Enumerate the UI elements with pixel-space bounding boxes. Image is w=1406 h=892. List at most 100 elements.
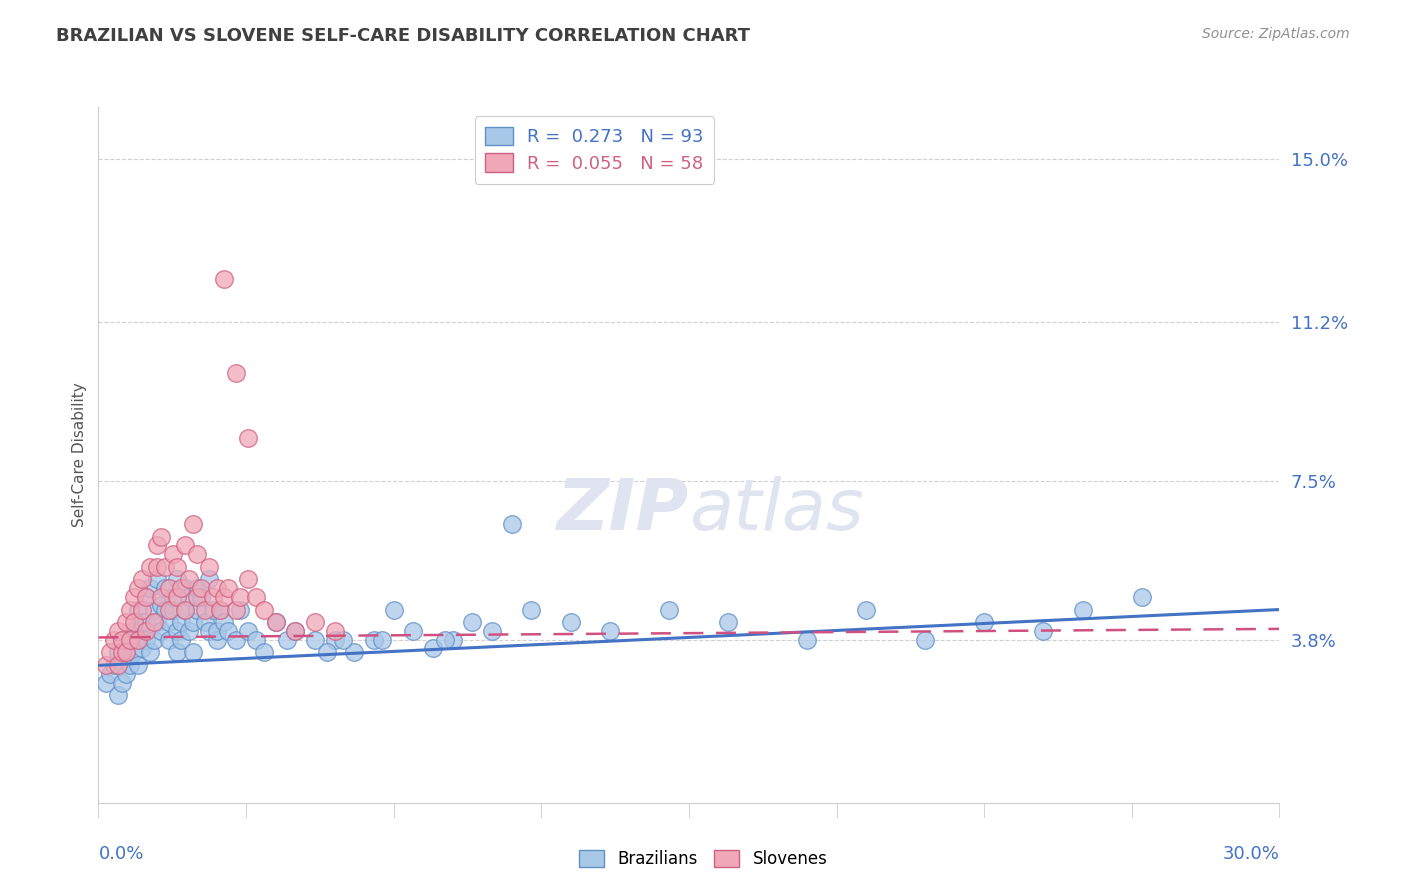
Point xyxy=(150,599,173,613)
Point xyxy=(181,516,204,531)
Point xyxy=(284,624,307,638)
Point xyxy=(205,581,228,595)
Point xyxy=(127,632,149,647)
Point xyxy=(150,529,173,543)
Point xyxy=(304,615,326,630)
Point xyxy=(115,645,138,659)
Point xyxy=(209,602,232,616)
Point xyxy=(186,602,208,616)
Point xyxy=(127,581,149,595)
Point xyxy=(186,547,208,561)
Point xyxy=(1032,624,1054,638)
Point xyxy=(190,590,212,604)
Point xyxy=(201,590,224,604)
Point xyxy=(264,615,287,630)
Point xyxy=(190,581,212,595)
Point xyxy=(174,538,197,552)
Point xyxy=(146,559,169,574)
Point xyxy=(323,624,346,638)
Point xyxy=(225,367,247,381)
Point xyxy=(501,516,523,531)
Point xyxy=(96,675,118,690)
Point xyxy=(118,602,141,616)
Point xyxy=(107,645,129,659)
Point xyxy=(174,602,197,616)
Text: atlas: atlas xyxy=(689,476,863,545)
Point xyxy=(304,632,326,647)
Point xyxy=(107,689,129,703)
Text: Source: ZipAtlas.com: Source: ZipAtlas.com xyxy=(1202,27,1350,41)
Text: 0.0%: 0.0% xyxy=(98,845,143,863)
Point xyxy=(371,632,394,647)
Point xyxy=(135,624,157,638)
Point xyxy=(127,632,149,647)
Point xyxy=(122,615,145,630)
Point xyxy=(142,632,165,647)
Point xyxy=(197,573,219,587)
Text: ZIP: ZIP xyxy=(557,476,689,545)
Point xyxy=(103,632,125,647)
Legend: Brazilians, Slovenes: Brazilians, Slovenes xyxy=(572,843,834,875)
Point xyxy=(170,632,193,647)
Point xyxy=(127,602,149,616)
Point xyxy=(197,624,219,638)
Point xyxy=(481,624,503,638)
Point xyxy=(441,632,464,647)
Point xyxy=(796,632,818,647)
Point xyxy=(205,632,228,647)
Point xyxy=(111,632,134,647)
Point xyxy=(96,658,118,673)
Point xyxy=(122,624,145,638)
Point xyxy=(135,632,157,647)
Point xyxy=(422,641,444,656)
Point xyxy=(214,272,236,286)
Point xyxy=(181,645,204,659)
Y-axis label: Self-Care Disability: Self-Care Disability xyxy=(72,383,87,527)
Point xyxy=(1130,590,1153,604)
Point xyxy=(201,602,224,616)
Point xyxy=(973,615,995,630)
Point xyxy=(111,675,134,690)
Point xyxy=(174,602,197,616)
Point xyxy=(115,667,138,681)
Point xyxy=(229,590,252,604)
Point xyxy=(131,641,153,656)
Point xyxy=(131,602,153,616)
Point xyxy=(236,431,259,445)
Point xyxy=(194,615,217,630)
Point xyxy=(157,632,180,647)
Point xyxy=(214,615,236,630)
Point xyxy=(138,645,160,659)
Point xyxy=(433,632,456,647)
Point xyxy=(461,615,484,630)
Point xyxy=(1071,602,1094,616)
Point xyxy=(107,658,129,673)
Point xyxy=(111,645,134,659)
Point xyxy=(323,632,346,647)
Point xyxy=(214,590,236,604)
Point xyxy=(142,615,165,630)
Point xyxy=(142,602,165,616)
Point xyxy=(146,538,169,552)
Point xyxy=(229,602,252,616)
Point xyxy=(855,602,877,616)
Point xyxy=(98,645,121,659)
Point xyxy=(155,559,177,574)
Point xyxy=(155,581,177,595)
Point xyxy=(146,573,169,587)
Point xyxy=(150,624,173,638)
Point xyxy=(103,658,125,673)
Point xyxy=(560,615,582,630)
Point xyxy=(253,602,276,616)
Point xyxy=(186,581,208,595)
Point xyxy=(217,581,239,595)
Point xyxy=(332,632,354,647)
Point xyxy=(402,624,425,638)
Point xyxy=(343,645,366,659)
Point xyxy=(122,590,145,604)
Point xyxy=(520,602,543,616)
Point xyxy=(162,590,184,604)
Point xyxy=(209,602,232,616)
Point xyxy=(276,632,298,647)
Point xyxy=(98,667,121,681)
